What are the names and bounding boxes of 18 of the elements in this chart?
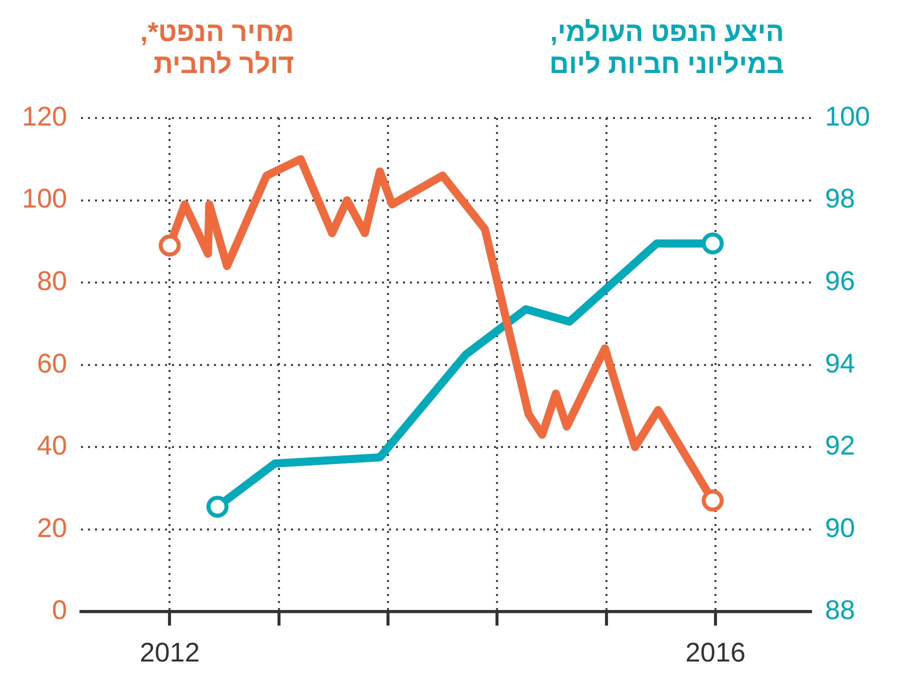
y-tick-label: 0 (52, 595, 68, 626)
y2-tick-label: 88 (824, 595, 855, 626)
y2-tick-label: 94 (824, 348, 855, 378)
y-tick-label: 120 (22, 101, 68, 132)
y2-tick-label: 90 (824, 512, 855, 543)
y-tick-label: 80 (37, 266, 68, 296)
y2-tick-label: 98 (824, 184, 855, 214)
x-tick-label: 2012 (140, 637, 200, 668)
y-tick-label: 40 (37, 430, 68, 461)
y-tick-label: 20 (37, 512, 68, 543)
y-tick-label: 60 (37, 348, 68, 378)
y-tick-label: 100 (22, 184, 68, 214)
y2-tick-label: 92 (824, 430, 855, 461)
x-tick-label: 2016 (685, 637, 746, 668)
y-axis-title: מחיר הנפט*, דולר לחבית (140, 16, 294, 80)
y2-tick-label: 100 (824, 101, 870, 132)
y2-tick-label: 96 (824, 266, 855, 296)
y2-axis-title: היצע הנפט העולמי, במיליוני חביות ליום (549, 16, 784, 80)
